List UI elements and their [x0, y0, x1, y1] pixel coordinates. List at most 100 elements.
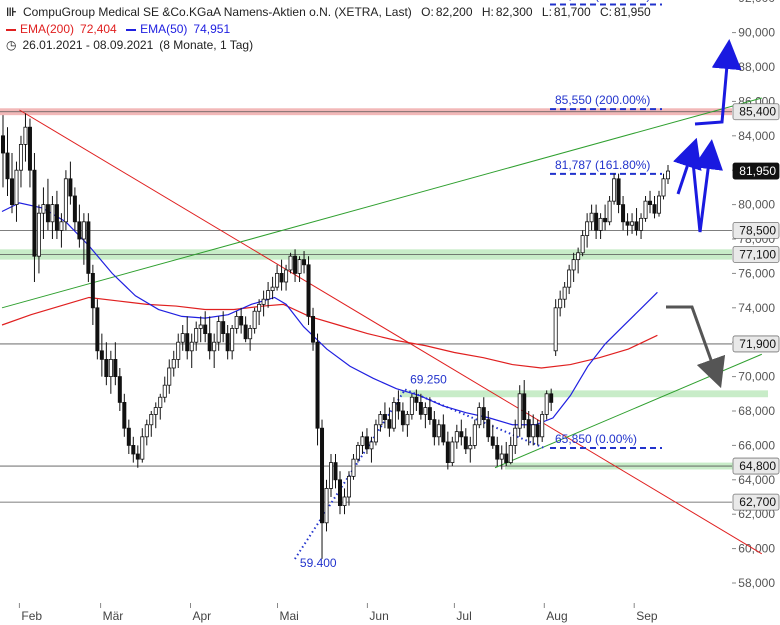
candle-up [162, 384, 167, 398]
candle-up [531, 424, 536, 438]
y-axis-label: 92,000 [738, 0, 775, 5]
candle-down [126, 427, 131, 446]
candle-up [284, 269, 289, 283]
y-axis-label: 66,000 [738, 438, 775, 452]
candle-up [373, 424, 378, 443]
candle-down [311, 315, 316, 343]
candle-up [36, 212, 41, 257]
candle-up [517, 393, 522, 429]
candle-up [423, 407, 428, 415]
y-axis-label: 58,000 [738, 576, 775, 590]
candle-up [234, 315, 239, 329]
price-level-badge [732, 335, 780, 353]
candle-down [625, 221, 630, 226]
date-span-text: (8 Monate, 1 Tag) [159, 38, 254, 52]
candle-up [149, 414, 154, 426]
candle-up [18, 143, 23, 171]
candle-up [50, 204, 55, 223]
fib-level-label: 65,850 (0.00%) [555, 432, 637, 446]
candle-down [526, 419, 531, 438]
x-axis-label: Mai [280, 609, 299, 623]
candle-up [248, 328, 253, 340]
candle-down [225, 333, 230, 352]
candle-down [293, 255, 298, 274]
candle-down [400, 410, 405, 426]
candle-down [495, 444, 500, 460]
candle-down [445, 441, 450, 463]
candle-up [180, 333, 185, 343]
candle-up [630, 221, 635, 226]
candle-up [41, 204, 46, 214]
candle-down [99, 350, 104, 360]
candle-up [252, 310, 257, 329]
price-level-badge [732, 221, 780, 239]
candlestick-icon: ⊪ [6, 5, 17, 19]
price-level-badge [732, 457, 780, 475]
candle-down [243, 324, 248, 340]
ema200-value: 72,404 [80, 22, 117, 36]
x-axis-label: Jul [456, 609, 471, 623]
ema50-swatch [126, 28, 137, 31]
candle-down [504, 453, 509, 464]
x-axis-label: Mär [103, 609, 124, 623]
candle-down [603, 217, 608, 223]
candle-up [598, 217, 603, 231]
ohlc-low-label: L: [541, 5, 552, 19]
candle-up [571, 259, 576, 271]
candle-down [302, 259, 307, 266]
candle-up [436, 424, 441, 438]
y-axis-label: 60,000 [738, 542, 775, 556]
date-range-text: 26.01.2021 - 08.09.2021 [22, 38, 154, 52]
candle-down [481, 407, 486, 420]
candle-up [108, 358, 113, 377]
candle-down [104, 358, 109, 377]
forecast-arrow-down [666, 305, 726, 389]
candle-down [279, 272, 284, 283]
price-level-text: 85,400 [739, 105, 776, 119]
candle-up [405, 414, 410, 426]
candle-down [9, 178, 14, 206]
candle-up [59, 221, 64, 231]
candle-down [68, 178, 73, 197]
ema50-line [1, 202, 658, 426]
candle-up [369, 441, 374, 450]
candle-up [585, 221, 590, 236]
candle-up [140, 436, 145, 460]
candle-up [450, 441, 455, 463]
candle-up [212, 341, 217, 352]
candle-down [95, 307, 100, 352]
candle-down [90, 272, 95, 309]
price-level-badge [732, 493, 780, 511]
candle-down [5, 152, 10, 180]
ohlc-close-value: 81,950 [613, 5, 651, 19]
price-level-text: 81,950 [739, 164, 776, 178]
candle-down [382, 414, 387, 421]
candle-up [468, 444, 473, 450]
candle-down [594, 212, 599, 231]
x-axis-label: Jun [369, 609, 388, 623]
y-axis-label: 64,000 [738, 473, 775, 487]
candle-down [315, 341, 320, 429]
ema200-swatch [6, 28, 16, 31]
candle-down [320, 427, 325, 524]
fib-level-label: 91,637 (261.80%) [555, 0, 650, 2]
candle-up [540, 414, 545, 438]
candle-up [324, 487, 329, 524]
forecast-arrow-up [673, 137, 702, 195]
candle-down [0, 135, 6, 154]
ohlc-high-value: 82,300 [495, 5, 533, 19]
trendline [19, 109, 763, 555]
candle-down [616, 178, 621, 206]
candle-up [171, 358, 176, 369]
clock-icon: ◷ [6, 38, 17, 52]
candle-down [113, 358, 118, 377]
candle-up [553, 307, 558, 352]
candle-down [648, 200, 653, 206]
candle-down [459, 431, 464, 438]
candle-up [257, 303, 262, 312]
candle-up [144, 424, 149, 438]
candle-down [333, 462, 338, 481]
y-axis-label: 80,000 [738, 198, 775, 212]
candle-down [135, 453, 140, 460]
candle-up [329, 462, 334, 489]
